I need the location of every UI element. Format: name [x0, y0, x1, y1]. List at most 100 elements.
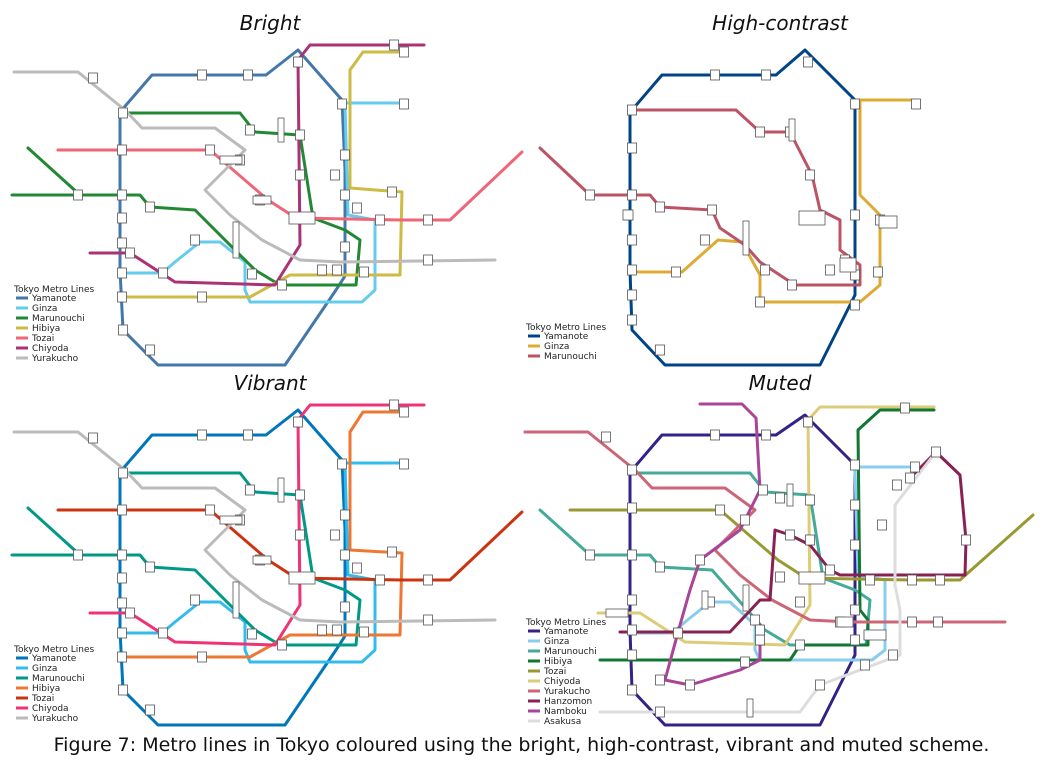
station-marker — [245, 484, 255, 496]
station-marker — [288, 211, 316, 225]
station-marker — [117, 212, 127, 224]
station-marker — [73, 189, 83, 201]
station-marker — [755, 296, 765, 308]
station-marker — [337, 98, 347, 110]
station-marker — [742, 220, 750, 256]
station-marker — [243, 69, 253, 81]
station-marker — [740, 656, 750, 668]
station-marker — [761, 69, 771, 81]
station-marker — [252, 195, 272, 205]
station-marker — [295, 529, 305, 541]
station-marker — [232, 581, 240, 619]
station-marker — [710, 429, 720, 441]
station-marker — [117, 572, 127, 584]
map-panel-high-contrast: High-contrast Tokyo Metro LinesYamanoteGi… — [525, 11, 921, 367]
metro-line-chiyoda — [88, 43, 426, 287]
station-marker — [863, 629, 887, 641]
legend-label: Yurakucho — [31, 354, 79, 364]
station-marker — [158, 627, 168, 639]
station-marker — [805, 534, 815, 546]
station-marker — [805, 169, 815, 181]
station-marker — [117, 651, 127, 663]
station-marker — [700, 234, 710, 246]
figure-caption: Figure 7: Metro lines in Tokyo coloured … — [53, 734, 990, 756]
station-marker — [197, 651, 207, 663]
station-marker — [627, 649, 637, 661]
legend-label: Marunouchi — [32, 674, 85, 684]
legend-label: Namboku — [544, 707, 587, 717]
station-marker — [330, 169, 340, 181]
station-marker — [655, 201, 665, 213]
station-marker — [389, 39, 399, 51]
station-marker — [798, 210, 826, 226]
legend-label: Yurakucho — [31, 714, 79, 724]
station-marker — [601, 431, 611, 443]
metro-line-marunouchi — [26, 111, 362, 287]
station-marker — [935, 574, 945, 586]
station-marker — [145, 201, 155, 213]
station-marker — [627, 549, 637, 561]
station-marker — [815, 679, 825, 691]
panel-title: High-contrast — [712, 11, 849, 35]
station-marker — [359, 626, 369, 638]
station-marker — [330, 529, 340, 541]
station-marker — [788, 118, 796, 142]
metro-line-chiyoda — [596, 405, 936, 647]
map-panel-muted: Muted Tokyo Metro LinesYamanoteGinzaMarun… — [523, 371, 1035, 727]
station-marker — [117, 189, 127, 201]
station-marker — [585, 189, 595, 201]
station-marker — [219, 515, 243, 525]
station-marker — [389, 399, 399, 411]
station-marker — [715, 504, 725, 516]
legend: Tokyo Metro LinesYamanoteGinzaMarunouchi… — [13, 645, 95, 724]
station-marker — [627, 289, 637, 301]
metro-line-hanzomon — [618, 450, 968, 634]
station-marker — [118, 684, 128, 696]
station-marker — [293, 56, 303, 68]
station-marker — [655, 706, 665, 718]
station-marker — [205, 144, 215, 156]
station-marker — [117, 549, 127, 561]
station-marker — [197, 429, 207, 441]
station-marker — [707, 204, 717, 216]
station-marker — [359, 266, 369, 278]
legend-label: Ginza — [544, 342, 569, 352]
station-marker — [340, 509, 350, 521]
legend-label: Ginza — [544, 637, 569, 647]
station-marker — [750, 614, 760, 626]
station-marker — [907, 616, 917, 628]
station-marker — [775, 492, 785, 504]
station-marker — [850, 209, 860, 221]
station-marker — [900, 402, 910, 414]
legend-label: Hibiya — [32, 324, 60, 334]
station-marker — [340, 149, 350, 161]
panel-title: Bright — [240, 11, 302, 35]
station-marker — [337, 458, 347, 470]
legend: Tokyo Metro LinesYamanoteGinzaMarunouchi… — [13, 285, 95, 364]
station-marker — [352, 562, 362, 574]
station-marker — [295, 129, 305, 141]
station-marker — [655, 561, 665, 573]
station-marker — [332, 624, 342, 636]
metro-line-yurakucho — [12, 430, 497, 624]
metro-line-yamanote — [118, 48, 347, 367]
station-marker — [605, 608, 629, 618]
station-marker — [277, 477, 285, 503]
station-marker — [795, 596, 805, 608]
legend-label: Marunouchi — [544, 647, 597, 657]
legend-title: Tokyo Metro Lines — [525, 323, 607, 333]
station-marker — [685, 679, 695, 691]
station-marker — [850, 299, 860, 311]
station-marker — [627, 464, 637, 476]
station-marker — [340, 189, 350, 201]
legend-label: Yamanote — [31, 654, 77, 664]
station-marker — [803, 416, 813, 428]
station-marker — [317, 264, 327, 276]
legend-title: Tokyo Metro Lines — [13, 285, 95, 295]
station-marker — [622, 209, 634, 221]
station-marker — [277, 117, 285, 143]
station-marker — [836, 616, 854, 628]
station-marker — [627, 234, 637, 246]
station-marker — [118, 467, 128, 479]
legend-label: Ginza — [32, 304, 57, 314]
